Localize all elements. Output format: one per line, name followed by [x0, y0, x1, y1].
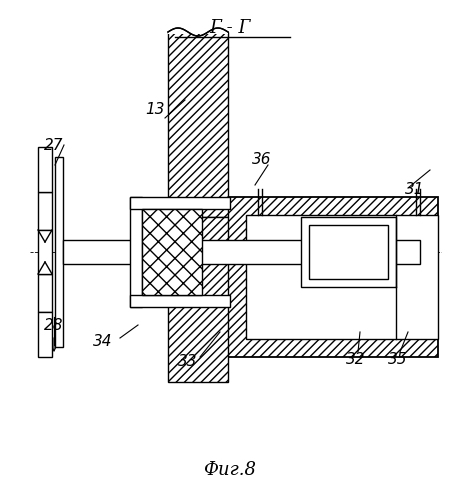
Bar: [38, 147, 52, 192]
Text: Г - Г: Г - Г: [209, 19, 251, 37]
Text: 13: 13: [145, 102, 165, 118]
Bar: [228, 197, 438, 357]
Text: 33: 33: [178, 354, 198, 370]
Text: 31: 31: [405, 182, 425, 198]
Text: 27: 27: [44, 138, 64, 152]
Bar: [63, 240, 420, 264]
Bar: [38, 312, 52, 357]
Polygon shape: [38, 192, 52, 230]
Bar: [130, 197, 230, 209]
Bar: [309, 225, 388, 279]
Text: 36: 36: [252, 152, 272, 168]
Bar: [168, 26, 228, 34]
Bar: [55, 157, 63, 347]
Text: 32: 32: [346, 352, 366, 368]
Text: Фиг.8: Фиг.8: [203, 461, 256, 479]
Bar: [246, 215, 438, 339]
Bar: [130, 295, 230, 307]
Bar: [301, 217, 396, 287]
Text: 34: 34: [93, 334, 113, 349]
Bar: [168, 217, 228, 382]
Bar: [130, 197, 142, 307]
Bar: [168, 32, 228, 217]
Bar: [142, 209, 202, 295]
Text: 28: 28: [44, 318, 64, 332]
Text: 35: 35: [388, 352, 408, 368]
Bar: [38, 230, 52, 274]
Polygon shape: [38, 274, 52, 312]
